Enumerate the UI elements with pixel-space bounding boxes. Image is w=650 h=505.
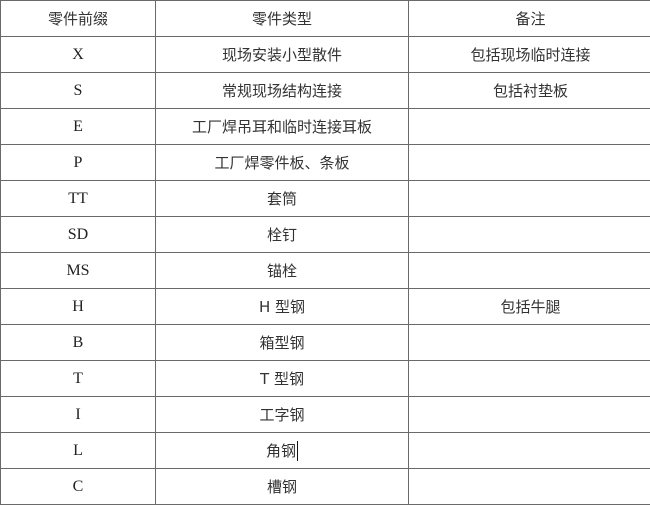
table-row: T T 型钢 [0,360,650,397]
cell-prefix[interactable]: E [0,108,156,145]
cell-note[interactable] [408,432,650,469]
header-note[interactable]: 备注 [408,0,650,37]
cell-type[interactable]: 工字钢 [155,396,409,433]
table-row: C 槽钢 [0,468,650,505]
table-header-row: 零件前缀 零件类型 备注 [0,0,650,37]
type-text: 角钢 [265,441,296,460]
prefix-text: TT [68,189,88,207]
cell-type[interactable]: T 型钢 [155,360,409,397]
header-prefix[interactable]: 零件前缀 [0,0,156,37]
cell-note[interactable] [408,144,650,181]
text-cursor [297,441,298,462]
type-text: 工厂焊吊耳和临时连接耳板 [191,118,372,136]
cell-prefix[interactable]: I [0,396,156,433]
prefix-text: X [72,45,84,63]
table-row: S 常规现场结构连接 包括衬垫板 [0,72,650,109]
cell-prefix[interactable]: X [0,36,156,73]
cell-type[interactable]: 现场安装小型散件 [155,36,409,73]
prefix-text: T [73,369,83,387]
cell-type[interactable]: 箱型钢 [155,324,409,361]
cell-type[interactable]: 套筒 [155,180,409,217]
cell-prefix[interactable]: MS [0,252,156,289]
cell-type[interactable]: H 型钢 [155,288,409,325]
type-text: 工厂焊零件板、条板 [214,154,350,172]
prefix-text: L [73,441,83,459]
note-text: 包括现场临时连接 [470,46,591,64]
cell-type[interactable]: 工厂焊吊耳和临时连接耳板 [155,108,409,145]
prefix-text: S [73,81,83,99]
type-text: 工字钢 [259,406,305,424]
cell-prefix[interactable]: S [0,72,156,109]
cell-type[interactable]: 栓钉 [155,216,409,253]
cell-note[interactable] [408,324,650,361]
table-row: SD 栓钉 [0,216,650,253]
cell-type[interactable]: 角钢 [155,432,409,469]
table-row: E 工厂焊吊耳和临时连接耳板 [0,108,650,145]
table-row: X 现场安装小型散件 包括现场临时连接 [0,36,650,73]
cell-note[interactable]: 包括衬垫板 [408,72,650,109]
prefix-text: C [72,477,84,495]
table-row: L 角钢 [0,432,650,469]
table-row: H H 型钢 包括牛腿 [0,288,650,325]
cell-note[interactable]: 包括现场临时连接 [408,36,650,73]
cell-note[interactable] [408,180,650,217]
cell-prefix[interactable]: T [0,360,156,397]
prefix-text: MS [66,261,90,279]
table-row: I 工字钢 [0,396,650,433]
header-type[interactable]: 零件类型 [155,0,409,37]
type-text: H 型钢 [258,298,306,316]
cell-note[interactable] [408,396,650,433]
cell-type[interactable]: 锚栓 [155,252,409,289]
cell-prefix[interactable]: P [0,144,156,181]
cell-prefix[interactable]: H [0,288,156,325]
cell-prefix[interactable]: L [0,432,156,469]
note-text: 包括衬垫板 [492,82,568,100]
type-text: 常规现场结构连接 [221,82,342,100]
type-text: 锚栓 [266,262,297,280]
cell-prefix[interactable]: TT [0,180,156,217]
cell-type[interactable]: 工厂焊零件板、条板 [155,144,409,181]
cell-prefix[interactable]: SD [0,216,156,253]
table-row: TT 套筒 [0,180,650,217]
cell-note[interactable] [408,216,650,253]
cell-note[interactable] [408,252,650,289]
type-text: 箱型钢 [259,334,305,352]
type-text: 现场安装小型散件 [221,46,342,64]
cell-type[interactable]: 槽钢 [155,468,409,505]
cell-prefix[interactable]: C [0,468,156,505]
cell-note[interactable] [408,468,650,505]
cell-type[interactable]: 常规现场结构连接 [155,72,409,109]
prefix-text: H [72,297,84,315]
table-row: P 工厂焊零件板、条板 [0,144,650,181]
table-row: B 箱型钢 [0,324,650,361]
cell-note[interactable] [408,108,650,145]
prefix-text: E [73,117,83,135]
type-text: 槽钢 [266,478,297,496]
type-text: T 型钢 [260,370,304,388]
prefix-text: P [73,153,83,171]
cell-prefix[interactable]: B [0,324,156,361]
prefix-text: I [75,405,81,423]
prefix-text: SD [67,225,89,243]
type-text: 套筒 [266,190,297,208]
cell-note[interactable]: 包括牛腿 [408,288,650,325]
note-text: 包括牛腿 [500,298,561,316]
cell-note[interactable] [408,360,650,397]
prefix-text: B [72,333,84,351]
type-text: 栓钉 [266,226,297,244]
table-row: MS 锚栓 [0,252,650,289]
